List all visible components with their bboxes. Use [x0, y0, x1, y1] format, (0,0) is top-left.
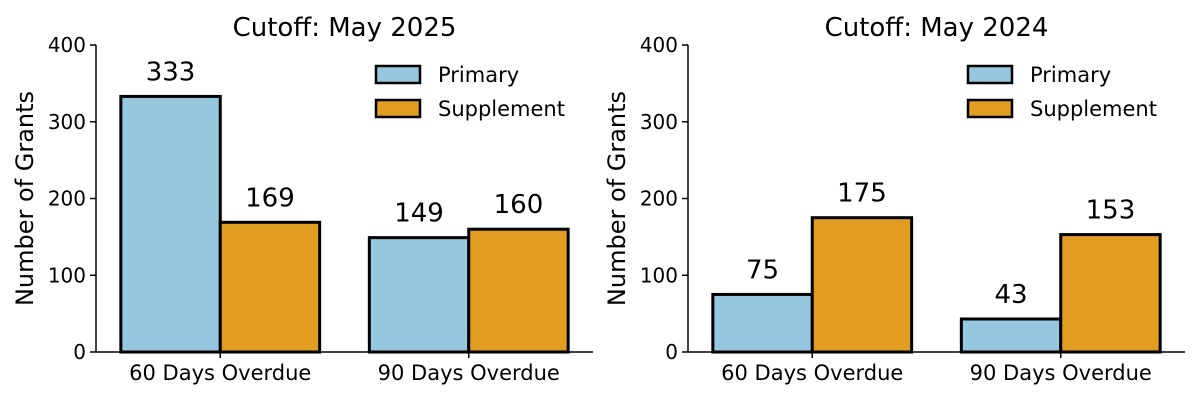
legend-swatch-supplement: [966, 98, 1014, 119]
y-tick-label: 200: [640, 187, 678, 211]
bar-supplement-2: [467, 227, 570, 354]
data-label: 160: [494, 190, 544, 220]
y-tick-label: 100: [640, 263, 678, 287]
x-tick-label: 60 Days Overdue: [721, 361, 903, 385]
bar-supplement-1: [218, 220, 322, 354]
data-label: 75: [746, 255, 779, 285]
data-label: 153: [1086, 196, 1136, 226]
bar-primary-2: [367, 236, 471, 354]
bar-primary-1: [119, 94, 222, 354]
legend-swatch-primary: [966, 64, 1014, 85]
y-tick-label: 0: [665, 340, 678, 364]
legend-swatch-supplement: [374, 98, 422, 119]
y-tick-label: 400: [48, 33, 86, 57]
chart-title: Cutoff: May 2024: [825, 13, 1049, 43]
x-tick-label: 60 Days Overdue: [129, 361, 311, 385]
y-tick-label: 300: [640, 110, 678, 134]
y-axis-label: Number of Grants: [11, 91, 39, 306]
y-tick-label: 400: [640, 33, 678, 57]
legend-label: Supplement: [1030, 97, 1157, 121]
bar-primary-1: [711, 292, 814, 354]
y-tick-label: 200: [48, 187, 86, 211]
legend-swatch-primary: [374, 64, 422, 85]
bar-primary-2: [959, 317, 1063, 354]
data-label: 43: [995, 280, 1028, 310]
y-tick-label: 100: [48, 263, 86, 287]
y-tick-label: 0: [73, 340, 86, 364]
legend-label: Primary: [1030, 63, 1111, 87]
chart-panel-2: Cutoff: May 2024 Number of Grants 75 175 60 …: [603, 13, 1185, 385]
chart-panel-1: Cutoff: May 2025 Number of Grants 333 169 60…: [11, 13, 593, 385]
legend: Primary Supplement: [966, 63, 1157, 121]
data-label: 333: [146, 57, 196, 87]
legend: Primary Supplement: [374, 63, 565, 121]
y-tick-label: 300: [48, 110, 86, 134]
data-label: 175: [837, 179, 887, 209]
y-axis-label: Number of Grants: [603, 91, 631, 306]
bar-supplement-2: [1059, 233, 1162, 354]
data-label: 149: [394, 199, 444, 229]
bar-supplement-1: [810, 216, 914, 354]
data-label: 169: [245, 183, 295, 213]
x-tick-label: 90 Days Overdue: [378, 361, 560, 385]
chart-title: Cutoff: May 2025: [233, 13, 457, 43]
legend-label: Supplement: [438, 97, 565, 121]
x-tick-label: 90 Days Overdue: [970, 361, 1152, 385]
legend-label: Primary: [438, 63, 519, 87]
